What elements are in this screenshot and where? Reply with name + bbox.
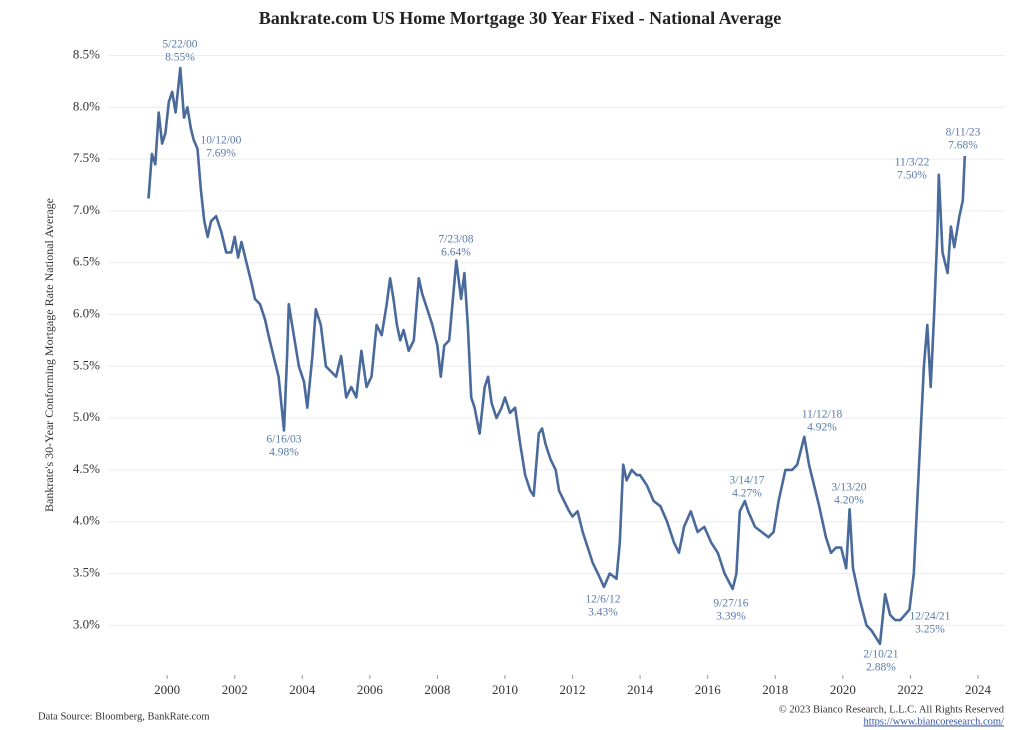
y-tick-label: 6.0% — [73, 305, 100, 320]
annotation-value: 7.69% — [206, 148, 236, 160]
annotation-value: 2.88% — [866, 662, 896, 674]
annotation-date: 12/24/21 — [910, 611, 951, 623]
x-tick-label: 2010 — [492, 682, 518, 697]
annotation-date: 3/13/20 — [831, 482, 866, 494]
y-tick-label: 4.0% — [73, 513, 100, 528]
x-tick-label: 2002 — [222, 682, 248, 697]
y-tick-label: 7.5% — [73, 150, 100, 165]
y-tick-label: 4.5% — [73, 461, 100, 476]
annotation-value: 4.92% — [807, 422, 837, 434]
annotation-value: 4.20% — [834, 495, 864, 507]
annotation-date: 6/16/03 — [266, 434, 301, 446]
y-tick-label: 6.5% — [73, 254, 100, 269]
annotation-value: 8.55% — [165, 52, 195, 64]
x-tick-label: 2016 — [695, 682, 722, 697]
annotation-value: 7.68% — [948, 140, 978, 152]
annotation-value: 3.25% — [915, 624, 945, 636]
annotation-value: 4.27% — [732, 488, 762, 500]
annotation-date: 11/3/22 — [895, 157, 930, 169]
y-tick-label: 8.5% — [73, 47, 100, 62]
copyright: © 2023 Bianco Research, L.L.C. All Right… — [779, 704, 1005, 715]
annotation-date: 2/10/21 — [863, 649, 898, 661]
annotation-value: 7.50% — [897, 170, 927, 182]
chart-title: Bankrate.com US Home Mortgage 30 Year Fi… — [259, 8, 782, 28]
x-tick-label: 2018 — [762, 682, 788, 697]
y-axis-label: Bankrate's 30-Year Conforming Mortgage R… — [42, 198, 56, 512]
x-tick-label: 2014 — [627, 682, 654, 697]
x-tick-label: 2000 — [154, 682, 180, 697]
x-tick-label: 2006 — [357, 682, 384, 697]
annotation-date: 12/6/12 — [585, 594, 620, 606]
annotation-date: 5/22/00 — [162, 39, 197, 51]
y-tick-label: 3.5% — [73, 564, 100, 579]
y-tick-label: 8.0% — [73, 98, 100, 113]
x-tick-label: 2004 — [289, 682, 316, 697]
y-tick-label: 5.0% — [73, 409, 100, 424]
x-tick-label: 2020 — [830, 682, 856, 697]
annotation-date: 7/23/08 — [438, 234, 473, 246]
y-tick-label: 7.0% — [73, 202, 100, 217]
annotation-date: 8/11/23 — [946, 127, 981, 139]
annotation-value: 3.39% — [716, 611, 746, 623]
url: https://www.biancoresearch.com/ — [864, 716, 1005, 727]
annotation-value: 4.98% — [269, 447, 299, 459]
y-tick-label: 5.5% — [73, 357, 100, 372]
line — [147, 66, 967, 646]
annotation-date: 10/12/00 — [201, 135, 242, 147]
annotation-value: 3.43% — [588, 607, 618, 619]
y-tick-label: 3.0% — [73, 616, 100, 631]
annotation-value: 6.64% — [441, 247, 471, 259]
x-tick-label: 2008 — [424, 682, 450, 697]
annotation-date: 11/12/18 — [802, 409, 843, 421]
annotation-date: 3/14/17 — [729, 475, 764, 487]
source: Data Source: Bloomberg, BankRate.com — [38, 711, 210, 722]
x-tick-label: 2022 — [897, 682, 923, 697]
x-tick-label: 2024 — [965, 682, 992, 697]
annotation-date: 9/27/16 — [713, 598, 748, 610]
x-tick-label: 2012 — [560, 682, 586, 697]
